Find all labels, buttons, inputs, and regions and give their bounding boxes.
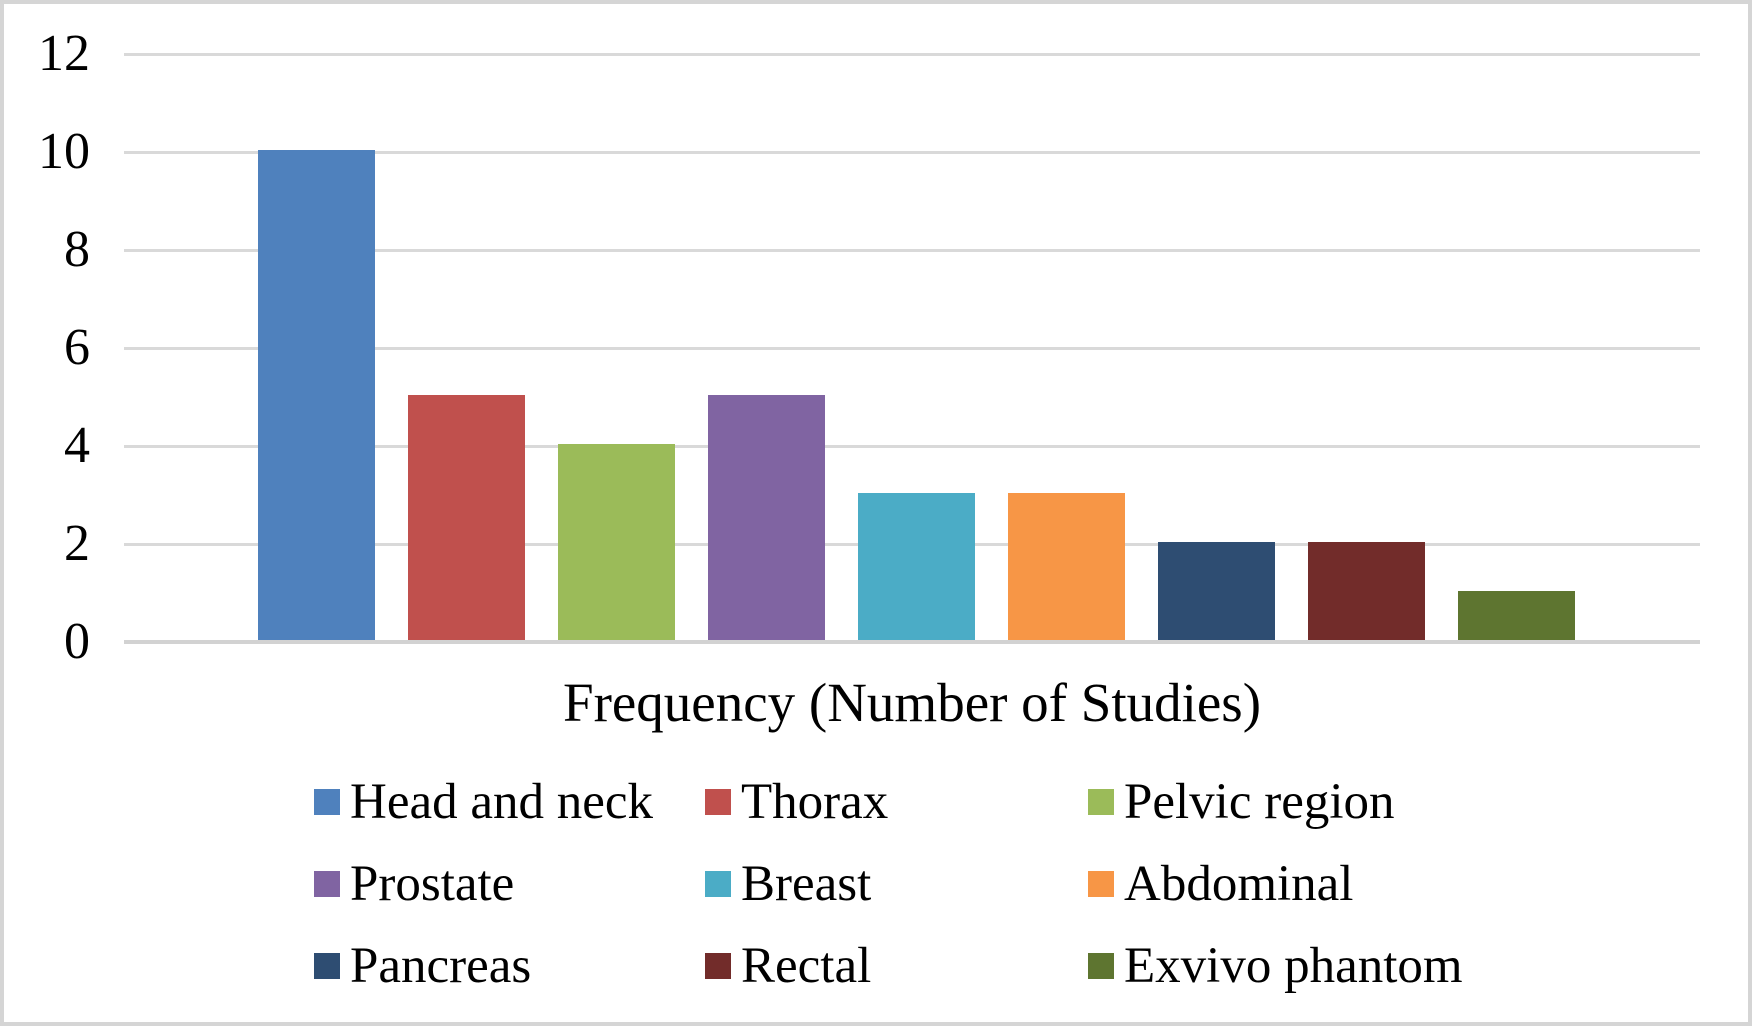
y-tick-label-4: 4 xyxy=(64,417,90,474)
legend-item-rectal: Rectal xyxy=(705,925,1088,1007)
legend-label-pelvic-region: Pelvic region xyxy=(1124,773,1395,830)
legend-marker-rectal xyxy=(705,953,731,979)
bar-head-and-neck xyxy=(258,150,375,640)
legend-label-breast: Breast xyxy=(741,855,872,912)
legend-marker-prostate xyxy=(314,871,340,897)
legend-marker-exvivo-phantom xyxy=(1088,953,1114,979)
bar-breast xyxy=(858,493,975,640)
bar-thorax xyxy=(408,395,525,640)
gridline-8 xyxy=(124,249,1700,252)
legend-item-thorax: Thorax xyxy=(705,761,1088,843)
legend-label-abdominal: Abdominal xyxy=(1124,855,1354,912)
gridline-6 xyxy=(124,347,1700,350)
x-axis-line xyxy=(124,640,1700,644)
y-tick-label-0: 0 xyxy=(64,613,90,670)
legend-item-abdominal: Abdominal xyxy=(1088,843,1463,925)
legend-label-exvivo-phantom: Exvivo phantom xyxy=(1124,937,1463,994)
bar-pancreas xyxy=(1158,542,1275,640)
x-axis-title: Frequency (Number of Studies) xyxy=(562,672,1262,733)
legend-item-prostate: Prostate xyxy=(314,843,705,925)
legend-marker-breast xyxy=(705,871,731,897)
chart-legend: Head and neck Thorax Pelvic region Prostate… xyxy=(314,761,1463,1007)
bar-rectal xyxy=(1308,542,1425,640)
y-tick-label-8: 8 xyxy=(64,221,90,278)
gridline-12 xyxy=(124,53,1700,56)
y-tick-label-2: 2 xyxy=(64,515,90,572)
legend-item-breast: Breast xyxy=(705,843,1088,925)
y-tick-label-6: 6 xyxy=(64,319,90,376)
legend-label-head-and-neck: Head and neck xyxy=(350,773,654,830)
legend-item-pelvic-region: Pelvic region xyxy=(1088,761,1463,843)
legend-label-prostate: Prostate xyxy=(350,855,515,912)
legend-label-rectal: Rectal xyxy=(741,937,872,994)
bar-pelvic-region xyxy=(558,444,675,640)
y-tick-label-12: 12 xyxy=(38,25,90,82)
gridline-4 xyxy=(124,445,1700,448)
bar-prostate xyxy=(708,395,825,640)
legend-item-head-and-neck: Head and neck xyxy=(314,761,705,843)
legend-label-pancreas: Pancreas xyxy=(350,937,532,994)
bar-abdominal xyxy=(1008,493,1125,640)
legend-marker-pancreas xyxy=(314,953,340,979)
legend-marker-pelvic-region xyxy=(1088,789,1114,815)
bar-exvivo-phantom xyxy=(1458,591,1575,640)
legend-label-thorax: Thorax xyxy=(741,773,889,830)
legend-marker-abdominal xyxy=(1088,871,1114,897)
legend-item-pancreas: Pancreas xyxy=(314,925,705,1007)
legend-marker-head-and-neck xyxy=(314,789,340,815)
legend-marker-thorax xyxy=(705,789,731,815)
y-tick-label-10: 10 xyxy=(38,123,90,180)
legend-item-exvivo-phantom: Exvivo phantom xyxy=(1088,925,1463,1007)
gridline-10 xyxy=(124,151,1700,154)
